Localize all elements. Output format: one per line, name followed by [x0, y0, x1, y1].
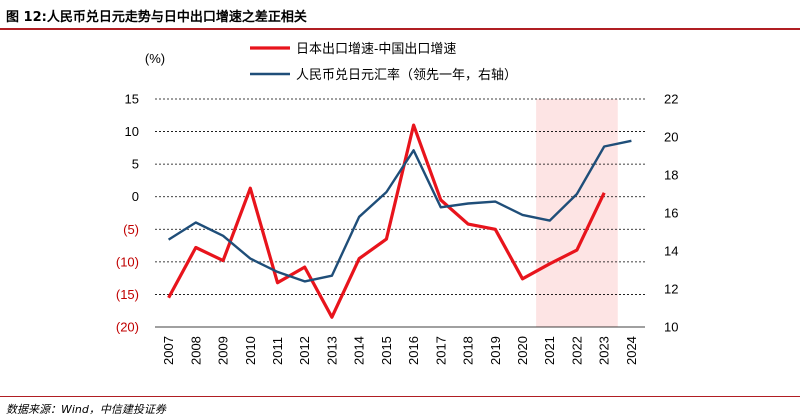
- x-tick-label: 2007: [161, 336, 176, 365]
- x-tick-label: 2022: [569, 336, 584, 365]
- x-tick-label: 2015: [379, 336, 394, 365]
- y-left-tick-label: 0: [132, 189, 139, 204]
- x-tick-label: 2021: [542, 336, 557, 365]
- x-tick-label: 2011: [270, 337, 285, 365]
- y-left-tick-label: 15: [125, 92, 139, 107]
- y-right-tick-label: 22: [664, 92, 678, 107]
- y-right-tick-label: 10: [664, 320, 678, 335]
- x-tick-label: 2013: [324, 336, 339, 365]
- y-left-tick-label: (5): [123, 222, 139, 237]
- chart-svg: 151050(5)(10)(15)(20)(%)2220181614121020…: [116, 41, 679, 365]
- y-right-tick-label: 12: [664, 282, 678, 297]
- legend-label-2: 人民币兑日元汇率（领先一年，右轴）: [296, 67, 517, 82]
- y-left-tick-label: (20): [116, 320, 139, 335]
- series-line-1: [167, 123, 606, 319]
- y-right-tick-label: 20: [664, 130, 678, 145]
- x-tick-label: 2020: [515, 336, 530, 365]
- y-left-tick-label: (15): [116, 287, 139, 302]
- y-left-tick-label: 10: [125, 124, 139, 139]
- x-tick-label: 2009: [216, 336, 231, 365]
- footer-rule: [0, 396, 800, 397]
- grid-layer: [155, 98, 645, 328]
- legend-label-1: 日本出口增速-中国出口增速: [296, 41, 456, 56]
- series-layer: [167, 123, 632, 319]
- x-tick-label: 2008: [188, 336, 203, 365]
- y-left-unit-label: (%): [145, 51, 165, 66]
- x-tick-label: 2023: [597, 336, 612, 365]
- x-tick-label: 2012: [297, 336, 312, 365]
- y-left-tick-label: (10): [116, 254, 139, 269]
- y-right-tick-label: 14: [664, 244, 678, 259]
- shaded-region: [536, 99, 618, 327]
- series-line-2: [167, 139, 632, 283]
- x-tick-label: 2014: [352, 336, 367, 365]
- shaded-region-layer: [536, 99, 618, 327]
- y-left-tick-label: 5: [132, 157, 139, 172]
- x-tick-label: 2010: [243, 336, 258, 365]
- chart-title: 图 12:人民币兑日元走势与日中出口增速之差正相关: [6, 10, 307, 25]
- x-tick-label: 2018: [461, 336, 476, 365]
- x-tick-label: 2016: [406, 336, 421, 365]
- x-tick-label: 2024: [624, 336, 639, 365]
- x-tick-label: 2017: [433, 336, 448, 365]
- source-note: 数据来源：Wind，中信建投证券: [6, 403, 166, 416]
- title-rule: [0, 28, 800, 30]
- axis-layer: 151050(5)(10)(15)(20)(%)2220181614121020…: [116, 51, 679, 365]
- y-right-tick-label: 18: [664, 168, 678, 183]
- x-tick-label: 2019: [488, 336, 503, 365]
- y-right-tick-label: 16: [664, 206, 678, 221]
